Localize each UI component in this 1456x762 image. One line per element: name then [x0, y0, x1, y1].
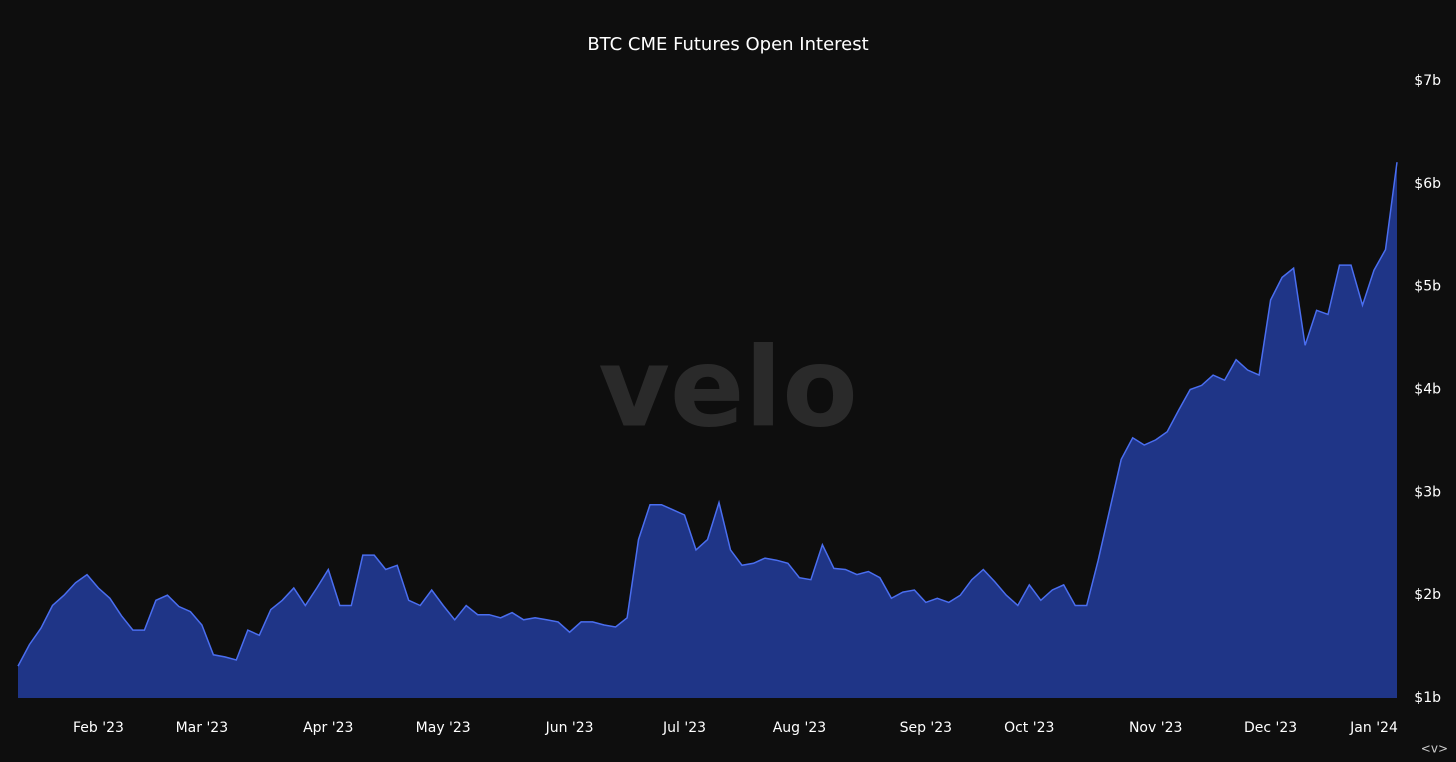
x-tick-label: Nov '23	[1129, 720, 1182, 736]
x-tick-label: Aug '23	[773, 720, 826, 736]
y-tick-label: $7b	[1414, 73, 1441, 89]
y-tick-label: $4b	[1414, 382, 1441, 398]
area-line	[17, 162, 1398, 667]
x-tick-label: Sep '23	[900, 720, 953, 736]
y-tick-label: $6b	[1414, 176, 1441, 192]
corner-mark: <v>	[1421, 742, 1448, 756]
x-tick-label: Jun '23	[545, 720, 594, 736]
x-tick-label: Jan '24	[1349, 720, 1398, 736]
y-tick-label: $2b	[1414, 587, 1441, 603]
x-tick-label: Dec '23	[1244, 720, 1297, 736]
y-tick-label: $5b	[1414, 279, 1441, 295]
y-tick-label: $1b	[1414, 690, 1441, 706]
x-tick-label: Oct '23	[1004, 720, 1054, 736]
watermark: velo	[598, 323, 858, 451]
chart-title: BTC CME Futures Open Interest	[587, 34, 868, 55]
y-tick-label: $3b	[1414, 484, 1441, 500]
x-tick-label: Mar '23	[176, 720, 229, 736]
area-fill	[18, 162, 1397, 698]
x-tick-label: Feb '23	[73, 720, 124, 736]
x-tick-label: May '23	[416, 720, 471, 736]
x-tick-label: Jul '23	[662, 720, 706, 736]
x-tick-label: Apr '23	[303, 720, 353, 736]
